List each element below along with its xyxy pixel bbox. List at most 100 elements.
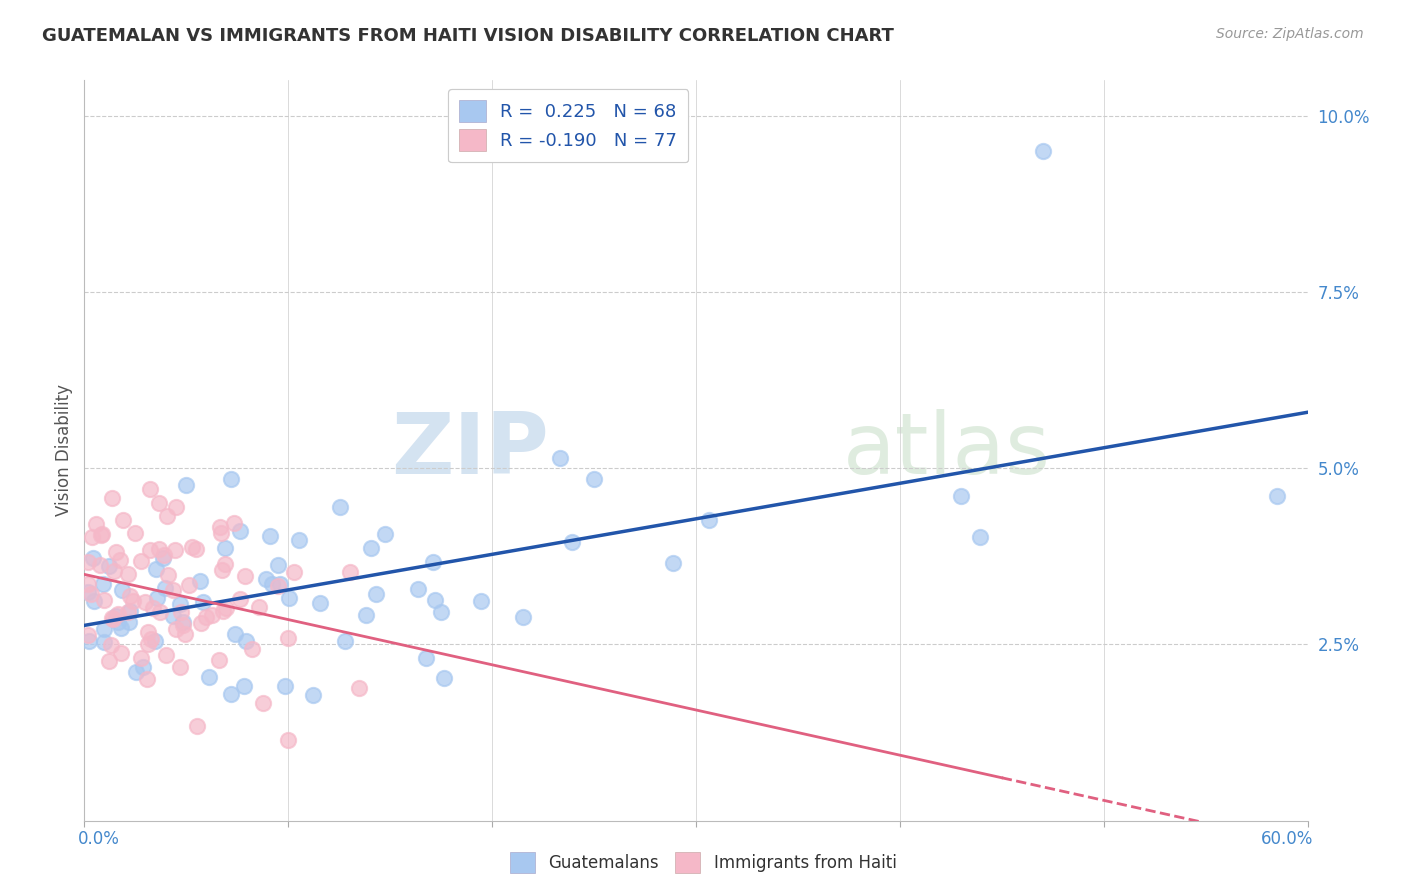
Point: [354, 607, 377, 622]
Point: [165, 500, 187, 514]
Point: [162, 582, 184, 597]
Point: [277, 732, 299, 747]
Point: [184, 541, 207, 556]
Point: [108, 553, 131, 567]
Point: [112, 513, 135, 527]
Point: [145, 562, 167, 576]
Point: [98, 654, 121, 668]
Point: [111, 582, 134, 597]
Point: [100, 639, 122, 653]
Point: [169, 660, 191, 674]
Point: [153, 581, 176, 595]
Point: [136, 637, 159, 651]
Point: [77, 633, 100, 648]
Text: ZIP: ZIP: [391, 409, 550, 492]
Point: [153, 548, 176, 562]
Point: [260, 576, 283, 591]
Point: [135, 673, 157, 687]
Point: [278, 591, 301, 605]
Point: [208, 519, 231, 533]
Text: 0.0%: 0.0%: [79, 830, 120, 847]
Point: [233, 569, 256, 583]
Point: [190, 615, 212, 630]
Point: [287, 533, 309, 548]
Point: [232, 679, 254, 693]
Point: [283, 565, 305, 579]
Point: [228, 592, 250, 607]
Point: [84, 516, 107, 531]
Point: [118, 615, 141, 629]
Point: [190, 574, 212, 588]
Point: [267, 579, 290, 593]
Point: [156, 508, 179, 523]
Point: [214, 541, 236, 555]
Point: [136, 625, 159, 640]
Point: [155, 648, 177, 662]
Point: [512, 610, 534, 624]
Point: [259, 529, 281, 543]
Point: [139, 482, 162, 496]
Point: [360, 541, 382, 555]
Point: [139, 542, 162, 557]
Point: [100, 611, 122, 625]
Point: [82, 530, 104, 544]
Point: [969, 530, 991, 544]
Point: [146, 591, 169, 606]
Point: [364, 587, 387, 601]
Point: [77, 585, 100, 599]
Point: [104, 609, 127, 624]
Point: [103, 564, 125, 578]
Point: [277, 632, 299, 646]
Point: [156, 568, 179, 582]
Point: [561, 534, 583, 549]
Point: [181, 540, 204, 554]
Point: [93, 622, 115, 636]
Point: [170, 605, 193, 619]
Point: [83, 594, 105, 608]
Point: [211, 604, 233, 618]
Point: [134, 595, 156, 609]
Point: [107, 607, 129, 621]
Point: [222, 516, 245, 530]
Point: [548, 451, 571, 466]
Point: [77, 555, 100, 569]
Point: [247, 599, 270, 614]
Point: [149, 605, 172, 619]
Point: [152, 551, 174, 566]
Point: [110, 646, 132, 660]
Point: [90, 528, 112, 542]
Point: [582, 472, 605, 486]
Point: [91, 526, 114, 541]
Point: [201, 608, 224, 623]
Point: [374, 526, 396, 541]
Text: Source: ZipAtlas.com: Source: ZipAtlas.com: [1216, 27, 1364, 41]
Point: [266, 558, 288, 572]
Point: [110, 621, 132, 635]
Point: [422, 555, 444, 569]
Point: [148, 542, 170, 557]
Point: [240, 641, 263, 656]
Point: [274, 679, 297, 693]
Point: [121, 593, 143, 607]
Point: [662, 556, 685, 570]
Point: [193, 595, 215, 609]
Point: [254, 572, 277, 586]
Point: [329, 500, 352, 514]
Point: [77, 576, 100, 591]
Point: [470, 594, 492, 608]
Point: [117, 605, 139, 619]
Point: [118, 604, 141, 618]
Point: [252, 696, 274, 710]
Point: [142, 600, 165, 615]
Legend: R =  0.225   N = 68, R = -0.190   N = 77: R = 0.225 N = 68, R = -0.190 N = 77: [449, 89, 688, 162]
Text: GUATEMALAN VS IMMIGRANTS FROM HAITI VISION DISABILITY CORRELATION CHART: GUATEMALAN VS IMMIGRANTS FROM HAITI VISI…: [42, 27, 894, 45]
Point: [309, 595, 332, 609]
Point: [269, 577, 291, 591]
Point: [186, 718, 208, 732]
Point: [219, 687, 242, 701]
Point: [219, 472, 242, 486]
Point: [163, 543, 186, 558]
Point: [165, 622, 187, 636]
Point: [101, 491, 124, 505]
Legend: Guatemalans, Immigrants from Haiti: Guatemalans, Immigrants from Haiti: [503, 846, 903, 880]
